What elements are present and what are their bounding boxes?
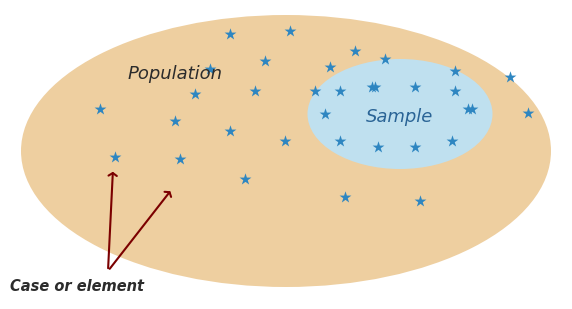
Point [463, 107, 472, 112]
Point [415, 198, 424, 203]
Point [351, 49, 360, 53]
Point [280, 138, 289, 143]
Point [325, 65, 335, 70]
Point [176, 157, 185, 162]
Point [251, 88, 260, 93]
Point [411, 85, 420, 90]
Point [450, 69, 459, 74]
Point [447, 138, 456, 143]
Point [225, 32, 235, 36]
Point [467, 107, 476, 112]
Ellipse shape [21, 15, 551, 287]
Point [380, 57, 390, 61]
Point [205, 66, 214, 71]
Point [523, 111, 533, 116]
Point [311, 88, 320, 93]
Point [367, 85, 376, 90]
Point [335, 88, 344, 93]
Point [374, 145, 383, 150]
Text: Population: Population [128, 65, 223, 83]
Text: Case or element: Case or element [10, 279, 144, 294]
Point [225, 129, 235, 133]
Point [506, 74, 515, 79]
Point [96, 107, 105, 112]
Point [411, 145, 420, 150]
Ellipse shape [308, 59, 492, 169]
Point [371, 85, 380, 90]
Point [170, 119, 180, 124]
Point [110, 154, 120, 159]
Point [320, 112, 329, 116]
Point [260, 58, 269, 63]
Point [335, 138, 344, 143]
Point [285, 28, 295, 33]
Point [190, 91, 200, 96]
Point [240, 176, 249, 181]
Point [340, 195, 349, 200]
Text: Sample: Sample [366, 108, 434, 126]
Point [450, 88, 459, 93]
